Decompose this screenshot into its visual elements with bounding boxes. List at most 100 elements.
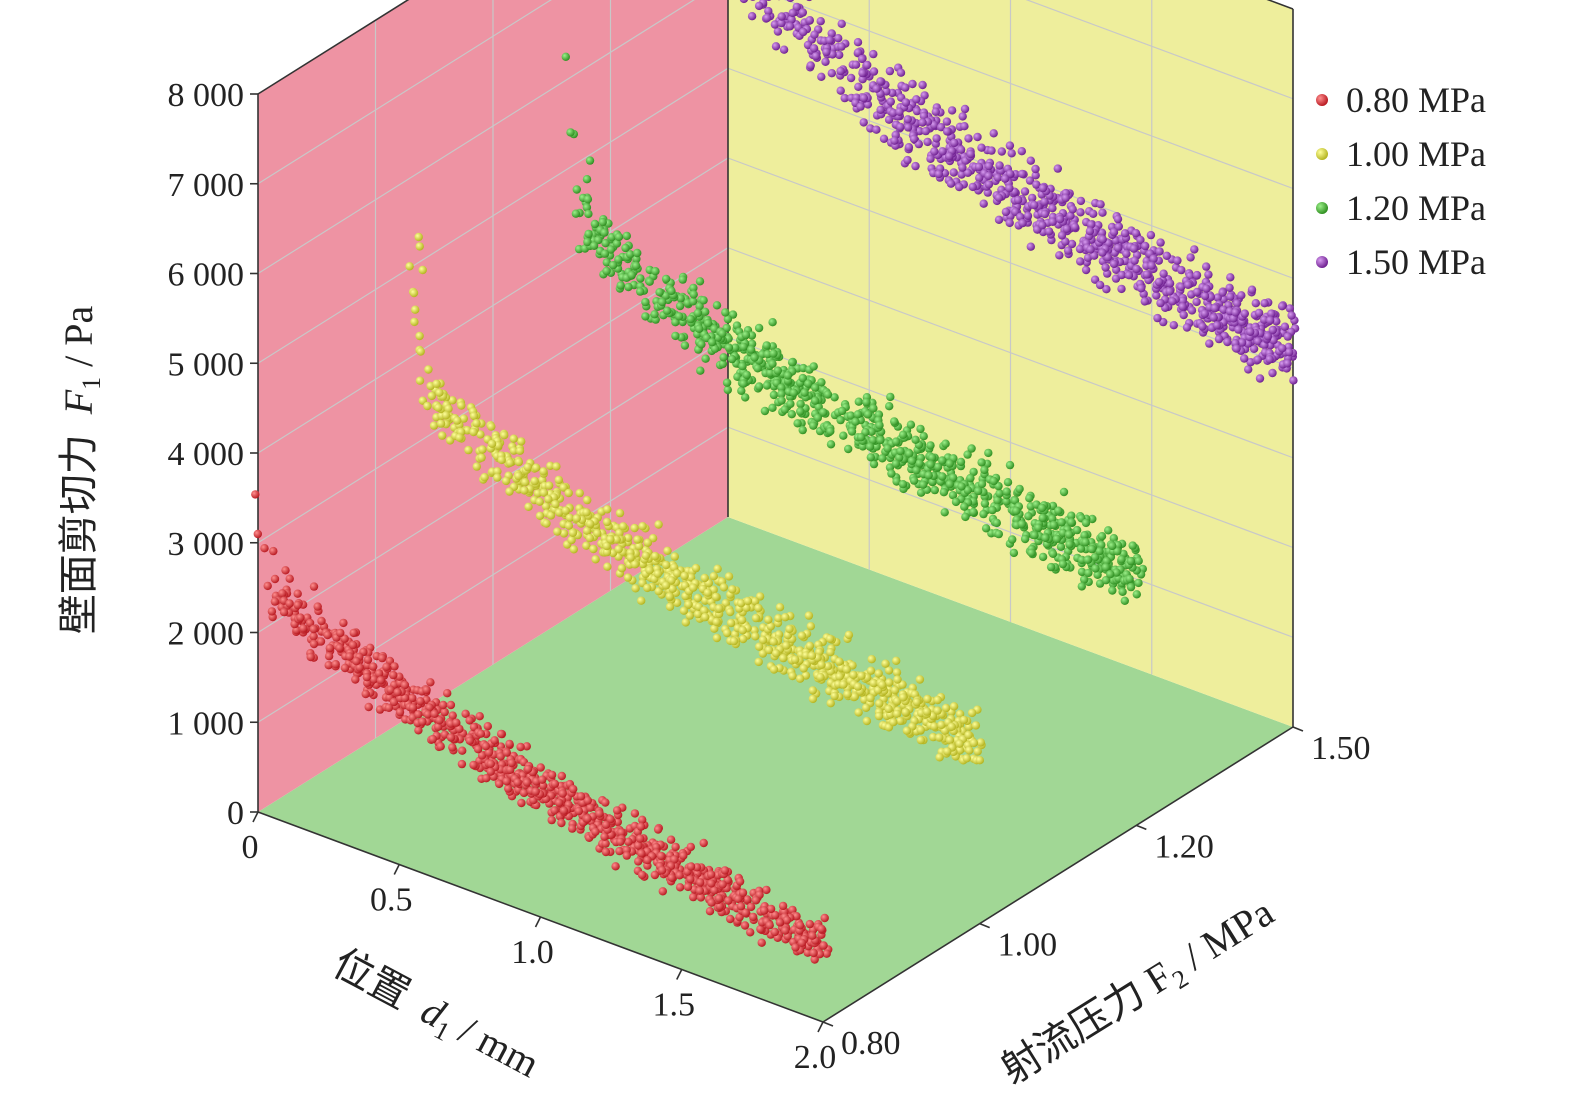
data-point (909, 476, 919, 485)
data-point (720, 866, 730, 875)
data-point (1159, 269, 1168, 278)
data-point (595, 809, 604, 818)
data-point (762, 885, 771, 895)
data-point (624, 533, 633, 543)
legend-entry: 1.20 MPa (1346, 188, 1486, 228)
data-point (554, 475, 563, 485)
data-point (1097, 532, 1107, 541)
data-point (1212, 321, 1222, 330)
data-point (988, 505, 997, 515)
data-point (602, 517, 612, 527)
data-point (532, 463, 541, 472)
data-point (948, 491, 958, 500)
data-point (1076, 208, 1085, 217)
data-point (1265, 355, 1274, 364)
data-point (504, 784, 513, 793)
data-point (777, 389, 786, 399)
data-point (650, 870, 660, 880)
data-point (1065, 540, 1074, 549)
data-point (799, 664, 808, 673)
data-point (426, 678, 435, 687)
data-point (817, 72, 826, 82)
data-point (738, 634, 748, 644)
data-point (859, 93, 868, 103)
data-point (980, 465, 989, 475)
data-point (872, 84, 881, 93)
data-point (1126, 582, 1136, 592)
data-point (496, 729, 506, 739)
data-point (658, 297, 667, 307)
data-point (762, 341, 771, 350)
data-point (866, 453, 875, 462)
data-point (889, 718, 898, 727)
data-point (267, 607, 277, 616)
data-point (696, 366, 705, 375)
y-tick-label: 1.00 (998, 927, 1058, 964)
data-point (782, 641, 791, 650)
data-point (477, 751, 487, 760)
data-point (735, 912, 744, 922)
data-point (552, 462, 561, 471)
data-point (922, 707, 932, 716)
data-point (509, 434, 518, 443)
data-point (1083, 555, 1092, 564)
data-point (1114, 222, 1124, 231)
data-point (1283, 332, 1293, 341)
data-point (938, 147, 947, 156)
data-point (630, 809, 640, 818)
data-point (1030, 200, 1039, 210)
data-point (1002, 487, 1011, 496)
data-point (878, 680, 887, 689)
data-point (849, 670, 858, 680)
data-point (593, 529, 602, 538)
data-point (624, 282, 633, 292)
data-point (542, 519, 551, 528)
data-point (797, 631, 807, 640)
data-point (1081, 265, 1091, 275)
data-point (1118, 587, 1127, 596)
data-point (1081, 518, 1091, 528)
data-point (683, 882, 693, 892)
data-point (933, 462, 943, 472)
y-tick (822, 1021, 834, 1027)
data-point (1283, 359, 1292, 368)
data-point (253, 529, 262, 539)
data-point (473, 745, 483, 754)
data-point (727, 354, 737, 364)
data-point (1134, 578, 1143, 588)
data-point (306, 652, 315, 662)
data-point (1129, 244, 1139, 253)
data-point (941, 439, 950, 448)
data-point (1056, 542, 1066, 551)
data-point (448, 396, 457, 405)
data-point (836, 415, 845, 425)
data-point (955, 182, 964, 192)
data-point (892, 709, 902, 718)
legend-entry: 1.00 MPa (1346, 134, 1486, 174)
data-point (984, 448, 993, 458)
data-point (663, 546, 672, 555)
data-point (892, 656, 901, 665)
data-point (547, 815, 556, 825)
data-point (836, 86, 845, 95)
data-point (1219, 305, 1228, 314)
data-point (909, 134, 919, 144)
data-point (614, 545, 623, 554)
data-point (726, 914, 735, 924)
data-point (1026, 242, 1036, 251)
data-point (754, 323, 764, 333)
data-point (764, 645, 774, 655)
grid-left-h (257, 157, 729, 454)
data-point (749, 912, 758, 922)
data-point (643, 855, 652, 865)
data-point (600, 228, 609, 237)
data-point (691, 563, 701, 573)
data-point (976, 738, 985, 747)
data-point (586, 519, 595, 528)
data-point (834, 34, 843, 43)
data-point (1077, 582, 1087, 591)
data-point (853, 682, 863, 691)
data-point (324, 661, 333, 670)
data-point (1113, 214, 1123, 224)
